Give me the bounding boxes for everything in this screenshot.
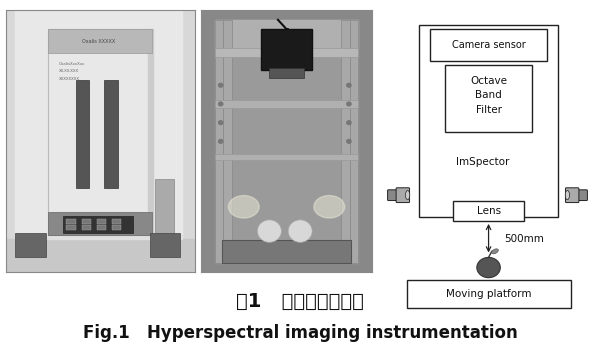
Bar xyxy=(112,225,121,230)
Text: XXXXXXXX: XXXXXXXX xyxy=(59,77,80,81)
Bar xyxy=(47,29,152,235)
Bar xyxy=(215,154,358,160)
Bar xyxy=(97,225,106,230)
Text: 图1   高光谱成像仪器: 图1 高光谱成像仪器 xyxy=(236,292,364,311)
Bar xyxy=(63,216,133,233)
Ellipse shape xyxy=(565,191,569,200)
Bar xyxy=(215,48,358,57)
Bar xyxy=(215,20,358,263)
Bar xyxy=(16,10,182,253)
Bar xyxy=(97,219,106,224)
Bar xyxy=(430,29,547,61)
Bar xyxy=(223,20,232,263)
Bar xyxy=(454,201,524,221)
Bar xyxy=(155,179,174,235)
Bar xyxy=(67,225,76,230)
Bar xyxy=(149,233,180,257)
Ellipse shape xyxy=(288,220,312,242)
Ellipse shape xyxy=(347,140,351,143)
FancyBboxPatch shape xyxy=(388,190,399,201)
Bar xyxy=(221,240,352,263)
Bar xyxy=(215,20,358,48)
Bar xyxy=(47,29,152,53)
Ellipse shape xyxy=(218,102,223,106)
Ellipse shape xyxy=(347,121,351,125)
Bar xyxy=(76,80,89,188)
Bar xyxy=(148,29,154,235)
Ellipse shape xyxy=(229,195,259,218)
Ellipse shape xyxy=(218,140,223,143)
Ellipse shape xyxy=(347,102,351,106)
Bar xyxy=(215,100,358,108)
Text: Octave: Octave xyxy=(470,76,507,86)
Bar xyxy=(16,233,46,257)
Text: Oxalis XXXXX: Oxalis XXXXX xyxy=(82,39,115,44)
Ellipse shape xyxy=(347,83,351,87)
FancyBboxPatch shape xyxy=(396,188,410,202)
Ellipse shape xyxy=(477,258,500,278)
Ellipse shape xyxy=(257,220,281,242)
Bar xyxy=(16,235,182,239)
Ellipse shape xyxy=(218,121,223,125)
Text: ImSpector: ImSpector xyxy=(455,157,509,167)
Bar xyxy=(269,68,304,78)
Text: Moving platform: Moving platform xyxy=(446,289,532,299)
Bar xyxy=(6,239,195,272)
Text: Filter: Filter xyxy=(476,105,502,115)
Bar xyxy=(82,225,91,230)
Text: Camera sensor: Camera sensor xyxy=(452,40,526,50)
Text: XX-XX-XXX: XX-XX-XXX xyxy=(59,69,79,73)
Text: Fig.1   Hyperspectral imaging instrumentation: Fig.1 Hyperspectral imaging instrumentat… xyxy=(83,324,517,342)
Bar xyxy=(419,25,558,217)
Text: Lens: Lens xyxy=(476,206,500,216)
FancyBboxPatch shape xyxy=(565,188,579,202)
Bar xyxy=(82,219,91,224)
Bar xyxy=(112,219,121,224)
Bar xyxy=(350,20,358,263)
Ellipse shape xyxy=(491,249,499,254)
Bar xyxy=(261,29,312,70)
Ellipse shape xyxy=(218,83,223,87)
Bar xyxy=(215,20,223,263)
Ellipse shape xyxy=(314,195,344,218)
Bar xyxy=(104,80,118,188)
Ellipse shape xyxy=(406,191,410,200)
Bar xyxy=(341,20,350,263)
FancyBboxPatch shape xyxy=(576,190,587,201)
Bar xyxy=(67,219,76,224)
Bar xyxy=(407,280,571,308)
Bar xyxy=(47,213,152,235)
Text: 500mm: 500mm xyxy=(505,234,544,244)
Text: Band: Band xyxy=(475,90,502,101)
Bar xyxy=(445,65,532,132)
Text: OxalisXxxXxx: OxalisXxxXxx xyxy=(59,62,85,66)
